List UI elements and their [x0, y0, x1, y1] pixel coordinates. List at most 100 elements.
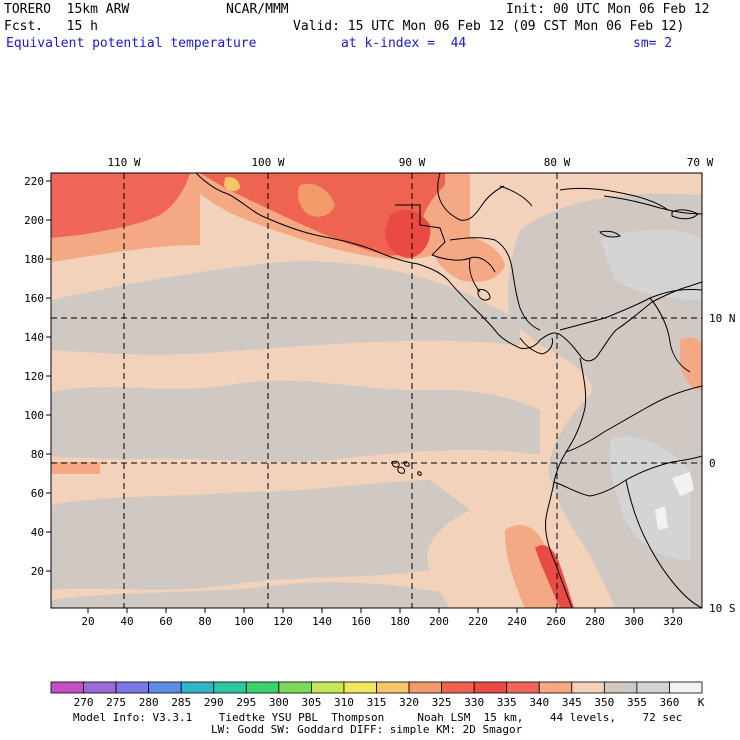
colorbar-level-label: 310: [334, 696, 354, 709]
y-tick-label: 100: [24, 409, 44, 422]
island-jamaica: [599, 230, 621, 238]
lat-label-10n: 10 N: [709, 312, 736, 325]
colorbar-level-label: 325: [432, 696, 452, 709]
y-tick-label: 180: [24, 253, 44, 266]
coastline-caribbean: [449, 237, 702, 331]
colorbar-swatch: [148, 681, 182, 694]
red-guatemala: [385, 209, 431, 258]
lon-label-70w: 70 W: [687, 156, 714, 169]
latlon-grid: [51, 173, 702, 608]
coastline-yucatan-peninsula: [499, 185, 702, 215]
lat-label-0: 0: [709, 457, 716, 470]
x-tick-label: 320: [663, 615, 683, 628]
colorbar-level-label: 340: [529, 696, 549, 709]
colorbar-level-label: 285: [171, 696, 191, 709]
plot-frame: [50, 172, 703, 609]
y-tick-label: 20: [31, 565, 44, 578]
x-tick-label: 140: [312, 615, 332, 628]
peach-eq-band: [51, 457, 470, 493]
border-mex-guatemala: [395, 204, 446, 256]
valid-time: Valid: 15 UTC Mon 06 Feb 12 (09 CST Mon …: [293, 19, 685, 34]
y-tick-label: 80: [31, 448, 44, 461]
colorbar-swatch: [310, 681, 345, 694]
x-tick-label: 100: [234, 615, 254, 628]
colorbar-level-label: 355: [627, 696, 647, 709]
colorbar-swatch: [538, 681, 573, 694]
lat-label-10s: 10 S: [709, 602, 736, 615]
border-colombia-venezuela: [649, 297, 691, 373]
island-cuba: [559, 187, 669, 211]
colorbar-swatch: [180, 681, 215, 694]
x-ticks: [87, 608, 674, 613]
colorbar-swatch: [441, 681, 475, 694]
colorbar-swatch: [50, 681, 84, 694]
y-tick-label: 140: [24, 331, 44, 344]
salmon-guatemala: [430, 234, 505, 282]
init-time: Init: 00 UTC Mon 06 Feb 12: [506, 2, 710, 17]
y-tick-label: 120: [24, 370, 44, 383]
colorbar-level-label: 330: [464, 696, 484, 709]
forecast-hour: Fcst. 15 h: [4, 19, 98, 34]
coastline-yucatan-gulf: [437, 173, 505, 221]
colorbar-level-label: 360: [660, 696, 680, 709]
x-tick-label: 260: [546, 615, 566, 628]
shaded-field: [51, 173, 702, 608]
border-central-america: [431, 254, 496, 293]
smoothing-label: sm= 2: [633, 36, 673, 51]
y-ticks: [46, 180, 51, 572]
gulf-of-panama: [519, 337, 553, 355]
field-name: Equivalent potential temperature: [6, 36, 257, 51]
colorbar-swatch: [213, 681, 247, 694]
red-peru: [535, 545, 574, 608]
colorbar-swatch: [571, 681, 605, 694]
salmon-west-equator: [51, 462, 100, 474]
colorbar-swatch: [603, 681, 638, 694]
colorbar-level-label: 295: [236, 696, 256, 709]
model-info: Model Info: V3.3.1 Tiedtke YSU PBL Thomp…: [73, 711, 683, 724]
colorbar-swatch: [343, 681, 377, 694]
x-tick-label: 220: [468, 615, 488, 628]
colorbar-level-label: 300: [269, 696, 289, 709]
lon-label-100w: 100 W: [251, 156, 284, 169]
island-galapagos-3: [403, 461, 410, 467]
colorbar-swatch: [669, 681, 703, 694]
x-tick-label: 200: [429, 615, 449, 628]
colorbar-swatch: [636, 681, 670, 694]
grey-band-south: [51, 475, 470, 590]
white-patch-peru: [655, 506, 668, 530]
y-tick-label: 60: [31, 487, 44, 500]
lon-label-110w: 110 W: [107, 156, 140, 169]
colorbar-labels: 270 275 280 285 290 295 300 305 310 315 320 325 330 3…: [74, 696, 680, 709]
lon-label-90w: 90 W: [399, 156, 426, 169]
y-tick-label: 160: [24, 292, 44, 305]
x-tick-label: 20: [81, 615, 94, 628]
y-tick-label: 200: [24, 214, 44, 227]
x-tick-label: 160: [351, 615, 371, 628]
y-tick-label: 220: [24, 175, 44, 188]
colorbar-unit: K: [698, 696, 705, 709]
x-tick-label: 280: [585, 615, 605, 628]
colorbar-swatch: [278, 681, 312, 694]
island-galapagos-4: [417, 471, 422, 476]
border-colombia-ecuador: [565, 385, 702, 453]
orange-mexico-highlands: [297, 183, 335, 217]
x-tick-label: 60: [159, 615, 172, 628]
x-tick-label: 80: [198, 615, 211, 628]
colorbar-level-label: 350: [594, 696, 614, 709]
x-tick-label: 300: [624, 615, 644, 628]
grey-band-sw: [51, 582, 450, 608]
colorbar-level-label: 280: [139, 696, 159, 709]
colorbar-swatch: [115, 681, 150, 694]
colorbar-level-label: 320: [399, 696, 419, 709]
physics-info: LW: Godd SW: Goddard DIFF: simple KM: 2D…: [211, 723, 523, 736]
salmon-colombia: [680, 337, 702, 390]
red-nw-corner: [51, 173, 190, 238]
colorbar-level-label: 270: [74, 696, 94, 709]
colorbar-swatch: [408, 681, 442, 694]
x-tick-label: 240: [507, 615, 527, 628]
x-tick-label: 180: [390, 615, 410, 628]
colorbar-level-label: 275: [106, 696, 126, 709]
colorbar-level-label: 305: [301, 696, 321, 709]
y-tick-label: 40: [31, 526, 44, 539]
